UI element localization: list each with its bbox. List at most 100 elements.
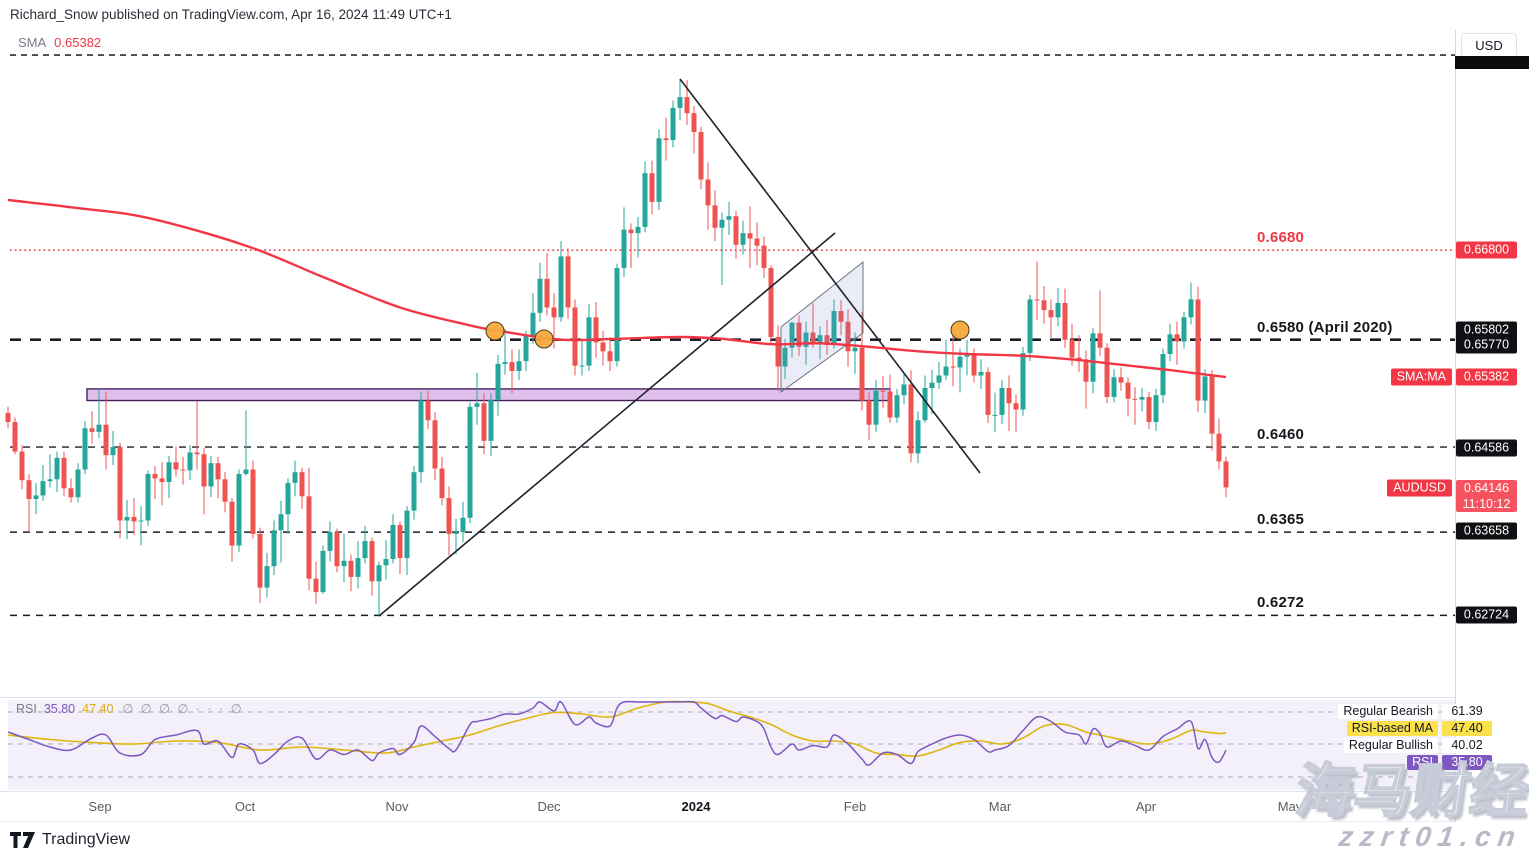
candle-body bbox=[75, 469, 81, 498]
candle-body bbox=[516, 361, 522, 372]
candle-body bbox=[698, 132, 704, 180]
candle-body bbox=[299, 472, 305, 497]
candle-body bbox=[789, 322, 795, 348]
rsi-legend-row: Regular Bearish 61.39 bbox=[1338, 704, 1492, 719]
candle-body bbox=[649, 173, 655, 202]
candle-body bbox=[817, 335, 823, 343]
candle-body bbox=[656, 138, 662, 202]
candle-body bbox=[908, 384, 914, 454]
candle-body bbox=[397, 524, 403, 559]
candle-body bbox=[271, 530, 277, 567]
rsi-legend-row: Regular Bullish 40.02 bbox=[1343, 738, 1492, 753]
candle-body bbox=[1174, 334, 1180, 342]
candle-body bbox=[1125, 382, 1131, 399]
time-axis-label: Sep bbox=[88, 799, 112, 814]
candle-body bbox=[999, 388, 1005, 415]
rsi-title: RSI bbox=[16, 702, 37, 716]
candle-body bbox=[775, 336, 781, 367]
candle-body bbox=[327, 532, 333, 551]
price-badge: 0.62724 bbox=[1456, 606, 1517, 624]
candle-body bbox=[831, 311, 837, 346]
candle-body bbox=[712, 205, 718, 228]
candle-body bbox=[558, 256, 564, 318]
candle-body bbox=[663, 138, 669, 141]
candle-body bbox=[383, 558, 389, 566]
candle-body bbox=[257, 533, 263, 588]
candle-body bbox=[103, 424, 109, 456]
price-level-label: 0.6680 bbox=[1257, 229, 1305, 247]
candle-body bbox=[1062, 302, 1068, 340]
rsi-legend-label: Regular Bearish bbox=[1338, 704, 1438, 719]
sma-legend[interactable]: SMA 0.65382 bbox=[18, 35, 101, 50]
candle-body bbox=[33, 495, 39, 500]
candle-body bbox=[488, 399, 494, 441]
candle-body bbox=[40, 481, 46, 496]
rsi-ma-line bbox=[7, 700, 1227, 757]
candle-body bbox=[971, 353, 977, 376]
candle-body bbox=[1153, 395, 1159, 423]
candle-body bbox=[502, 362, 508, 364]
candle-body bbox=[292, 472, 298, 483]
price-axis-border bbox=[1455, 30, 1456, 822]
candle-body bbox=[936, 375, 942, 383]
candle-body bbox=[236, 473, 242, 546]
candle-body bbox=[1104, 347, 1110, 397]
price-level-label: 0.6272 bbox=[1257, 594, 1305, 612]
candle-body bbox=[747, 233, 753, 239]
candle-body bbox=[201, 454, 207, 487]
candle-body bbox=[635, 226, 641, 234]
time-axis-label: Dec bbox=[537, 799, 561, 814]
rsi-legend-label: RSI bbox=[1407, 755, 1438, 770]
candle-body bbox=[264, 566, 270, 588]
rsi-legend-value: 47.40 bbox=[1442, 721, 1492, 736]
countdown-timer: 11:10:12 bbox=[1462, 496, 1511, 511]
candle-body bbox=[1097, 333, 1103, 348]
candle-body bbox=[796, 322, 802, 347]
candle-body bbox=[222, 479, 228, 502]
candle-body bbox=[474, 403, 480, 407]
time-axis-label: Feb bbox=[843, 799, 867, 814]
candle-body bbox=[1013, 403, 1019, 410]
candle-body bbox=[740, 233, 746, 245]
sma-legend-value: 0.65382 bbox=[54, 35, 102, 50]
candle-body bbox=[642, 173, 648, 227]
rsi-legend-row: RSI-based MA 47.40 bbox=[1346, 721, 1492, 736]
candle-body bbox=[852, 347, 858, 352]
candle-body bbox=[306, 496, 312, 579]
rsi-legend-value: 40.02 bbox=[1442, 738, 1492, 753]
candle-body bbox=[1020, 353, 1026, 410]
price-chart-canvas[interactable] bbox=[0, 0, 1455, 822]
candle-body bbox=[1146, 396, 1152, 423]
candle-body bbox=[320, 550, 326, 593]
currency-toggle-button[interactable]: USD bbox=[1461, 33, 1517, 58]
candle-body bbox=[1027, 299, 1033, 354]
candle-body bbox=[677, 97, 683, 108]
candle-body bbox=[117, 447, 123, 521]
support-zone bbox=[86, 388, 891, 402]
watermark-url-text: zzrt01.cn bbox=[1336, 821, 1525, 852]
candle-body bbox=[194, 452, 200, 455]
candle-body bbox=[47, 479, 53, 482]
candle-body bbox=[348, 560, 354, 577]
time-axis-label: Mar bbox=[988, 799, 1012, 814]
rsi-legend-label: Regular Bullish bbox=[1343, 738, 1438, 753]
time-axis-label: 2024 bbox=[681, 799, 711, 814]
rsi-values-legend: Regular Bearish 61.39 RSI-based MA 47.40 Reg… bbox=[1338, 704, 1492, 770]
candle-body bbox=[894, 395, 900, 418]
price-axis[interactable]: 0.685000.680000.675000.670000.665000.655… bbox=[1455, 30, 1529, 822]
candle-body bbox=[110, 447, 116, 456]
tradingview-footer[interactable]: TradingView bbox=[10, 831, 130, 849]
candle-body bbox=[208, 463, 214, 487]
candle-body bbox=[243, 469, 249, 474]
candle-body bbox=[824, 335, 830, 346]
candle-body bbox=[719, 219, 725, 228]
candle-body bbox=[810, 332, 816, 343]
candle-body bbox=[1139, 396, 1145, 400]
candle-body bbox=[1048, 310, 1054, 318]
candle-body bbox=[684, 97, 690, 114]
rsi-legend-row: RSI 35.80 bbox=[1407, 755, 1492, 770]
rsi-indicator-legend[interactable]: RSI 35.80 47.40 ∅ ∅ ∅ ∅ · · · ∅ bbox=[16, 701, 244, 716]
candle-body bbox=[495, 363, 501, 400]
candle-body bbox=[439, 468, 445, 499]
